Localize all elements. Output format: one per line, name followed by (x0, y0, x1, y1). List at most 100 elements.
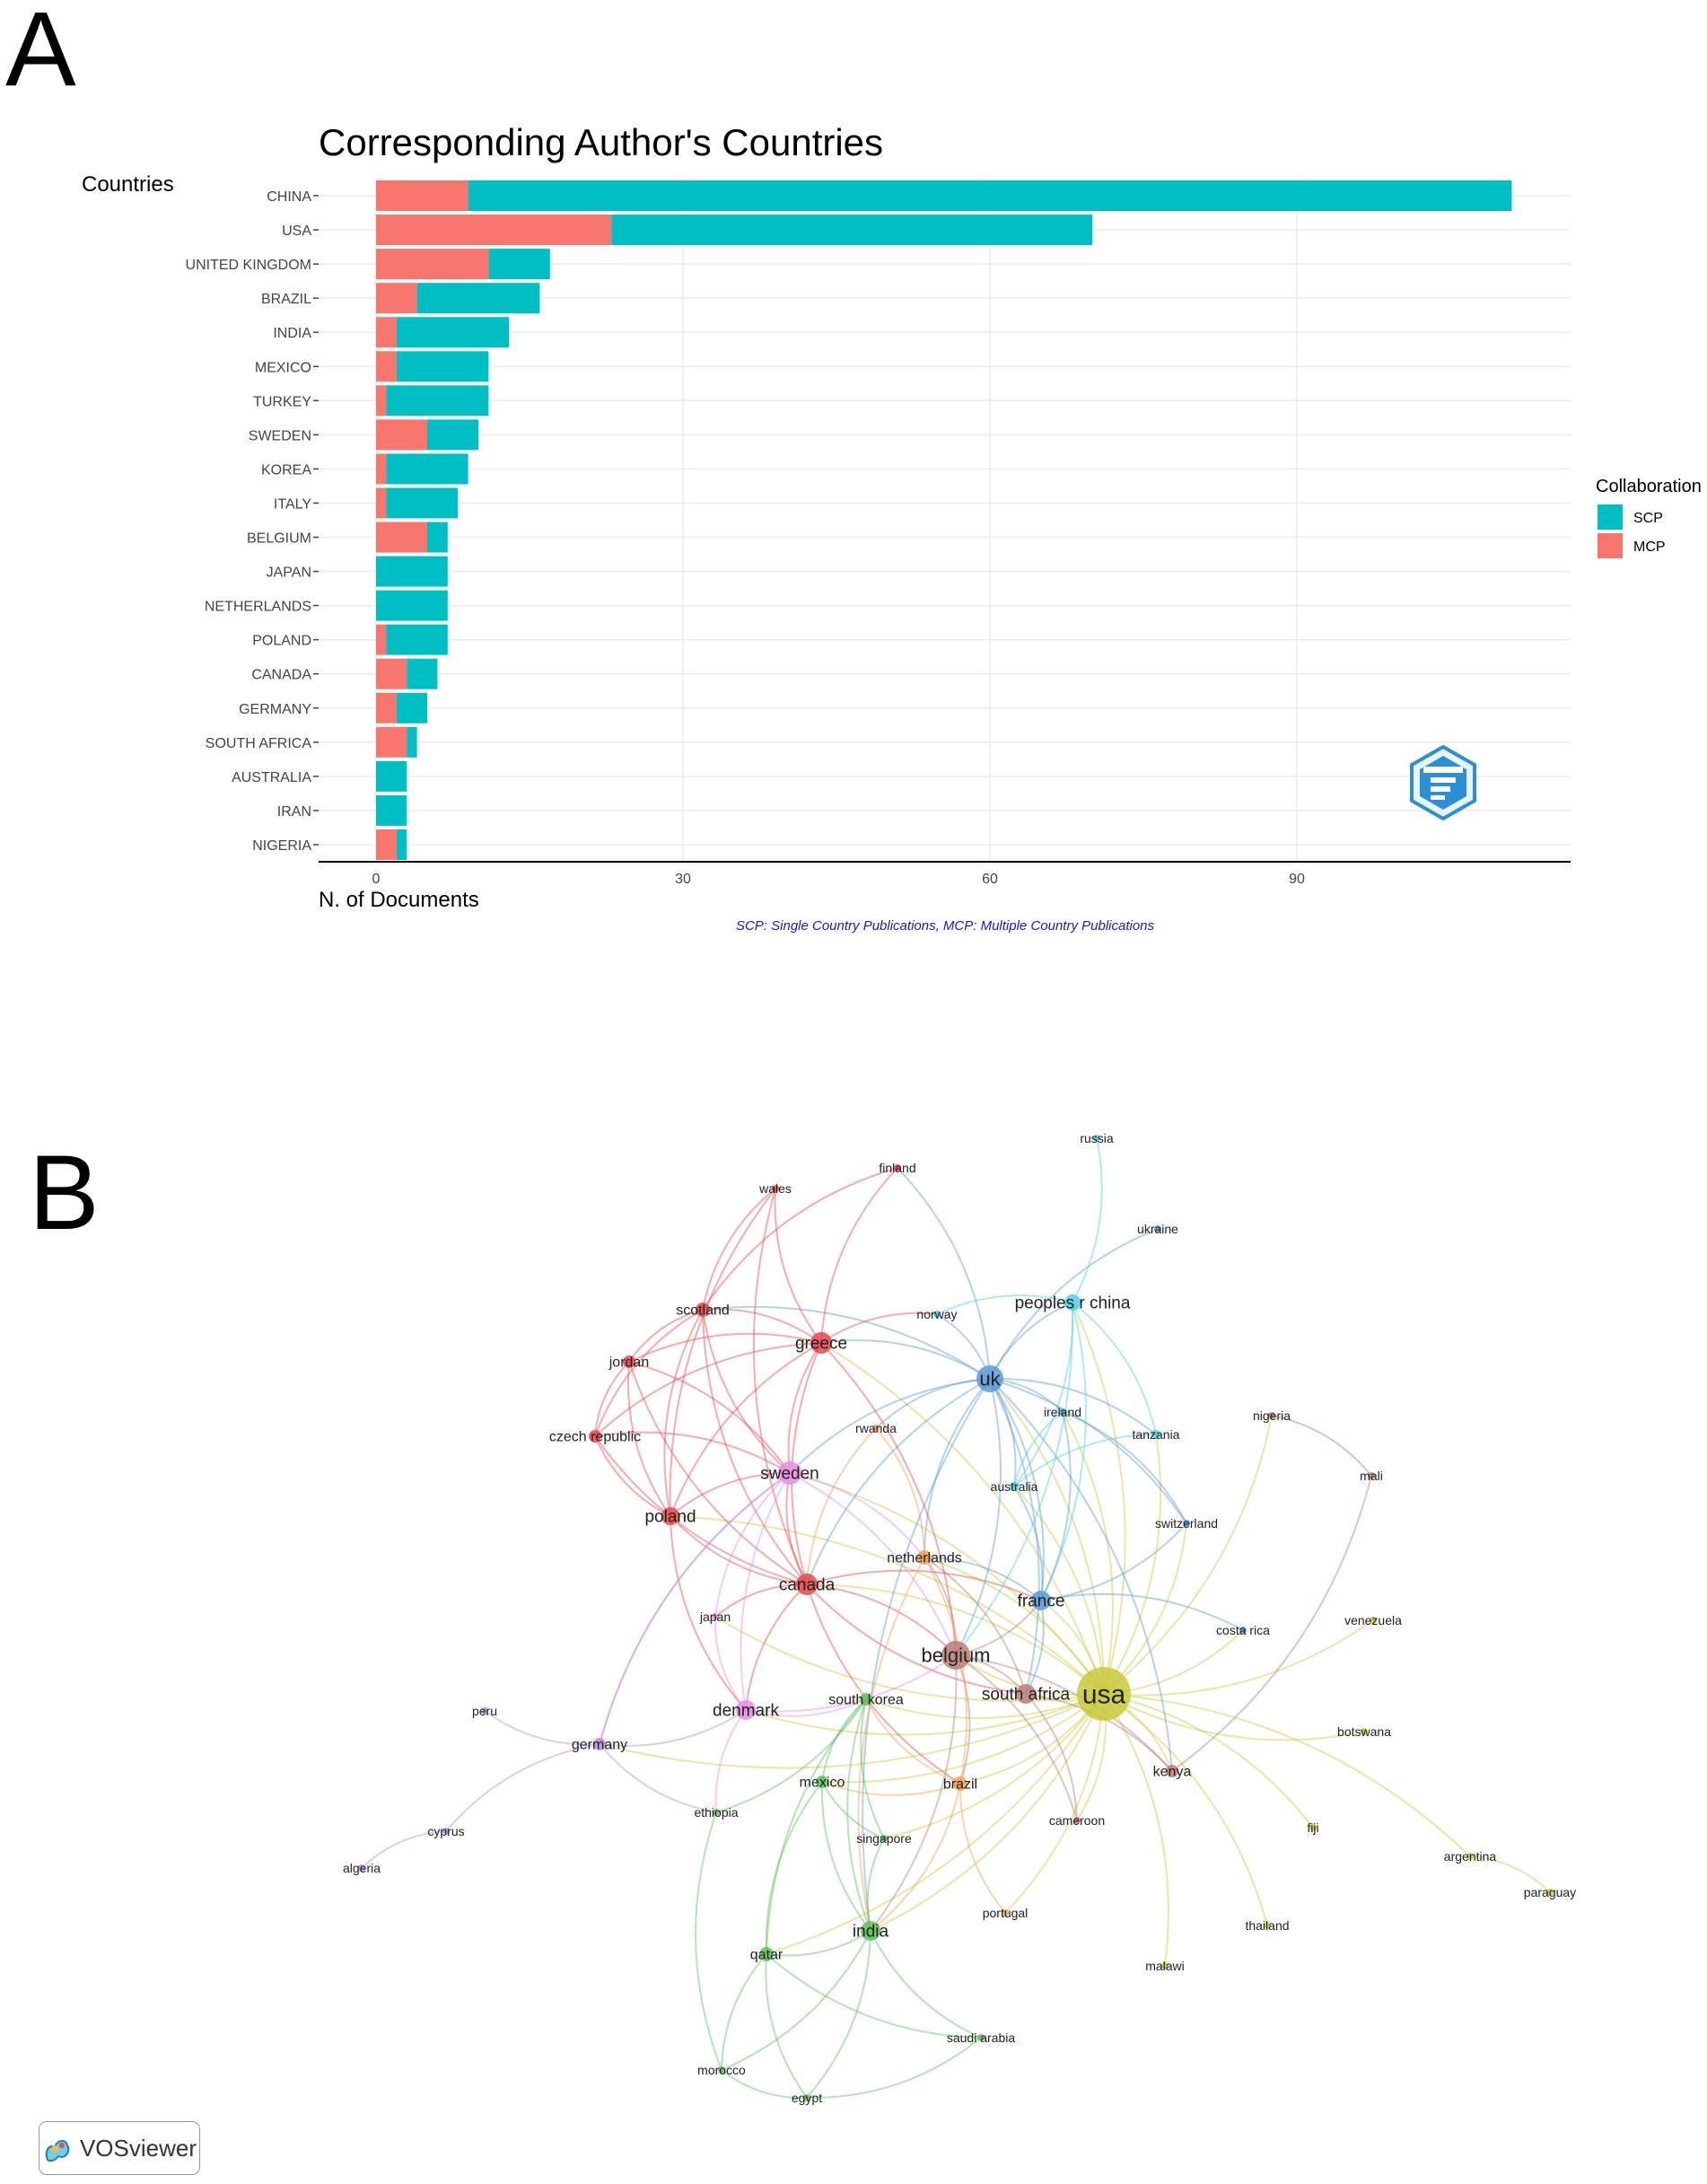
network-node[interactable] (759, 1947, 774, 1961)
network-node[interactable] (953, 1776, 967, 1791)
network-node[interactable] (976, 1365, 1003, 1392)
network-node[interactable] (810, 1332, 832, 1354)
network-link (599, 1693, 1105, 1769)
network-link (789, 1472, 1105, 1695)
panel-letter-b: B (29, 1134, 100, 1252)
network-link (857, 1557, 925, 1932)
network-link (989, 1378, 1187, 1524)
network-link (713, 1616, 747, 1711)
network-node[interactable] (1002, 1909, 1009, 1916)
network-node[interactable] (696, 1303, 710, 1317)
network-node[interactable] (1361, 1728, 1368, 1735)
network-node[interactable] (589, 1430, 601, 1443)
network-link (789, 1472, 925, 1558)
network-node[interactable] (796, 1574, 818, 1595)
network-node[interactable] (1154, 1225, 1161, 1232)
network-link (721, 1930, 871, 2071)
network-node[interactable] (778, 1461, 801, 1485)
network-node-label: egypt (792, 2091, 822, 2105)
network-link (936, 1294, 1073, 1315)
network-node[interactable] (1010, 1482, 1019, 1491)
network-link (1013, 1486, 1044, 1601)
network-link (628, 1361, 808, 1585)
network-node[interactable] (1031, 1591, 1051, 1610)
network-node[interactable] (623, 1355, 635, 1368)
network-node-label: qatar (750, 1948, 783, 1963)
network-node[interactable] (1161, 1962, 1169, 1969)
y-tick-label: ITALY (274, 496, 311, 512)
network-node[interactable] (803, 2094, 810, 2101)
network-node-label: japan (699, 1609, 731, 1624)
network-link (821, 1781, 961, 1796)
network-node[interactable] (1077, 1667, 1131, 1721)
network-node[interactable] (816, 1776, 828, 1788)
bars (376, 180, 1512, 860)
network-node-label: south africa (982, 1686, 1071, 1705)
network-link (1103, 1693, 1471, 1857)
network-node[interactable] (1064, 1294, 1081, 1311)
network-node[interactable] (1264, 1922, 1271, 1929)
network-node[interactable] (941, 1641, 970, 1670)
network-node[interactable] (1183, 1520, 1190, 1527)
network-node-label: norway (916, 1307, 957, 1321)
network-node[interactable] (718, 2066, 725, 2074)
network-node[interactable] (1016, 1684, 1036, 1704)
network-node[interactable] (1370, 1617, 1377, 1624)
vosviewer-logo: VOSviewer (39, 2121, 200, 2175)
network-node[interactable] (917, 1550, 932, 1565)
network-node[interactable] (1073, 1817, 1081, 1824)
network-node-label: belgium (921, 1645, 990, 1667)
network-node[interactable] (1093, 1135, 1100, 1142)
network-link (820, 1339, 991, 1380)
network-link (789, 1472, 957, 1656)
network-node[interactable] (1546, 1889, 1554, 1896)
network-node[interactable] (1059, 1408, 1066, 1416)
y-tick-label: GERMANY (239, 702, 311, 717)
network-node-label: czech republic (549, 1430, 641, 1445)
network-node-label: peoples r china (1015, 1294, 1131, 1313)
network-link (669, 1188, 776, 1517)
network-link (1103, 1619, 1374, 1697)
y-tick-label: INDIA (273, 326, 311, 341)
network-node[interactable] (880, 1835, 888, 1842)
network-node-label: netherlands (887, 1551, 962, 1566)
network-node[interactable] (712, 1613, 719, 1620)
network-link (955, 1654, 971, 1785)
network-link (1103, 1434, 1162, 1695)
network-node[interactable] (1239, 1627, 1247, 1634)
network-node[interactable] (860, 1693, 872, 1706)
network-node[interactable] (872, 1425, 880, 1432)
network-node[interactable] (713, 1809, 720, 1816)
network-link (870, 1654, 958, 1932)
network-node[interactable] (593, 1738, 606, 1750)
network-node-label: singapore (856, 1831, 912, 1846)
y-tick-label: CHINA (267, 189, 311, 205)
network-node[interactable] (1166, 1765, 1178, 1777)
network-link (875, 1427, 925, 1558)
network-node[interactable] (1466, 1853, 1474, 1860)
network-node[interactable] (481, 1707, 488, 1715)
network-node[interactable] (1309, 1824, 1317, 1831)
network-node-label: peru (472, 1704, 497, 1718)
network-link (785, 1472, 808, 1585)
network-node[interactable] (894, 1164, 901, 1171)
network-link (695, 1811, 722, 2071)
bar-scp (407, 726, 417, 758)
network-node[interactable] (358, 1864, 365, 1872)
network-node[interactable] (772, 1185, 779, 1192)
network-link (821, 1698, 867, 1783)
network-node[interactable] (977, 2034, 985, 2041)
y-tick-label: TURKEY (253, 394, 311, 409)
network-link (715, 1698, 867, 1813)
network-node[interactable] (1151, 1430, 1160, 1439)
network-node[interactable] (1268, 1412, 1275, 1419)
network-link (806, 1569, 1042, 1601)
bar-scp (386, 624, 448, 655)
network-node[interactable] (442, 1828, 450, 1835)
network-node-label: scotland (676, 1303, 730, 1319)
network-node[interactable] (736, 1700, 756, 1720)
network-node[interactable] (661, 1507, 679, 1525)
network-node[interactable] (1368, 1472, 1375, 1479)
network-node[interactable] (933, 1311, 941, 1318)
network-node[interactable] (861, 1921, 880, 1941)
